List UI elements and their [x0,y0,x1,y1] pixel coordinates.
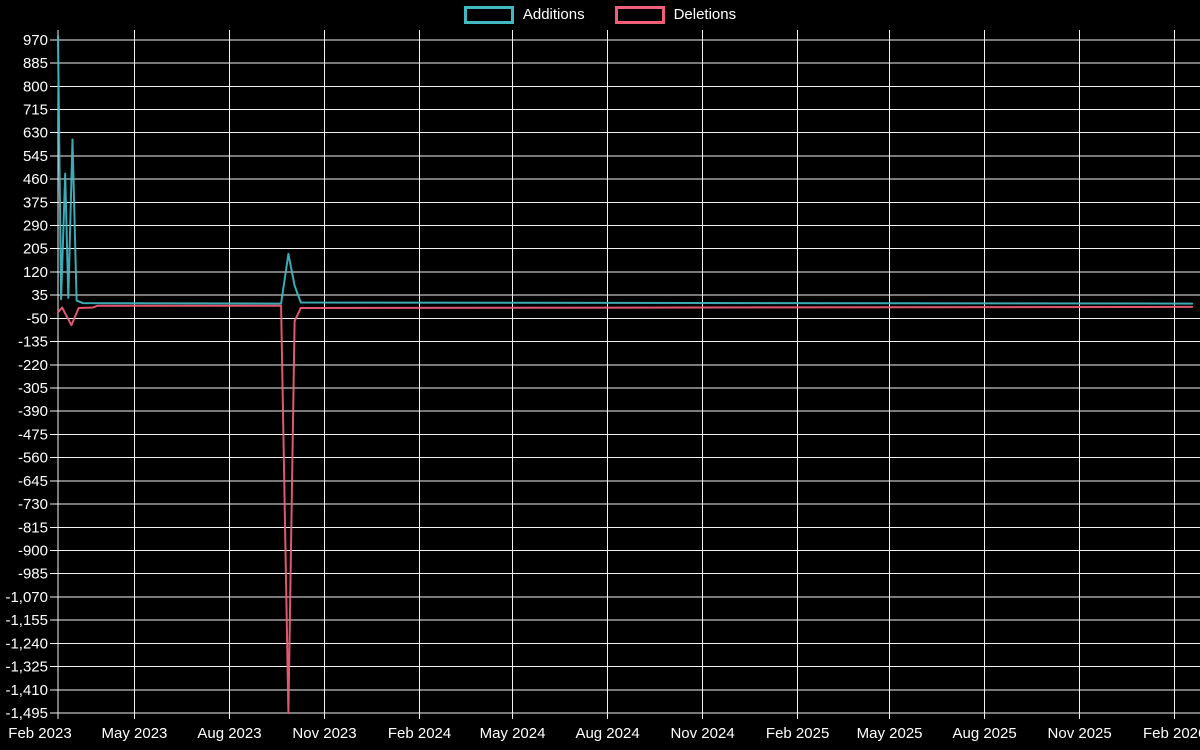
legend-item-additions[interactable]: Additions [463,6,585,24]
x-tick-label: May 2023 [102,725,168,742]
gridlines-group [57,30,1200,714]
y-tick-label: 120 [23,264,48,281]
additions-swatch-icon [463,6,514,24]
deletions-swatch-icon [614,6,665,24]
y-tick-label: -560 [18,450,48,467]
y-tick-label: -1,325 [5,659,48,676]
x-tick-label: Feb 2025 [766,725,829,742]
y-tick-label: -645 [18,473,48,490]
axis-ticks-group [50,39,1176,719]
chart-legend: Additions Deletions [0,6,1200,24]
x-tick-label: May 2024 [480,725,546,742]
y-tick-label: -985 [18,566,48,583]
y-tick-label: 35 [31,287,48,304]
y-tick-label: -1,240 [5,635,48,652]
y-tick-label: 885 [23,55,48,72]
y-tick-label: 630 [23,125,48,142]
y-tick-label: -815 [18,519,48,536]
y-tick-label: 290 [23,218,48,235]
y-tick-label: -475 [18,426,48,443]
legend-label-additions: Additions [522,6,585,23]
x-tick-label: Feb 2024 [388,725,451,742]
y-tick-label: -1,410 [5,682,48,699]
y-tick-label: 205 [23,241,48,258]
y-tick-label: 545 [23,148,48,165]
x-tick-label: Nov 2024 [670,725,734,742]
y-tick-label: 715 [23,101,48,118]
y-tick-label: -305 [18,380,48,397]
deletions-line[interactable] [57,304,1194,714]
x-tick-label: Nov 2025 [1048,725,1112,742]
y-tick-label: -390 [18,403,48,420]
x-tick-label: Aug 2023 [197,725,261,742]
y-tick-label: 970 [23,32,48,49]
x-tick-label: Nov 2023 [292,725,356,742]
y-tick-label: -50 [26,310,48,327]
y-tick-label: 460 [23,171,48,188]
y-tick-label: -1,070 [5,589,48,606]
axis-labels-group: 970 885 800 715 630 545 460 375 290 205 120 35 -50 -1… [5,32,1200,742]
y-tick-label: 375 [23,194,48,211]
y-tick-label: -220 [18,357,48,374]
y-tick-label: -135 [18,334,48,351]
y-tick-label: -730 [18,496,48,513]
x-tick-label: Aug 2025 [952,725,1016,742]
x-tick-label: Feb 2026 [1143,725,1200,742]
x-tick-label: Aug 2024 [575,725,639,742]
series-group [57,34,1194,714]
y-tick-label: -900 [18,543,48,560]
y-tick-label: -1,495 [5,705,48,722]
y-tick-label: 800 [23,78,48,95]
additions-line[interactable] [57,34,1194,305]
x-tick-label: Feb 2023 [8,725,71,742]
legend-label-deletions: Deletions [673,6,737,23]
legend-item-deletions[interactable]: Deletions [614,6,737,24]
x-tick-label: May 2025 [857,725,923,742]
y-tick-label: -1,155 [5,612,48,629]
